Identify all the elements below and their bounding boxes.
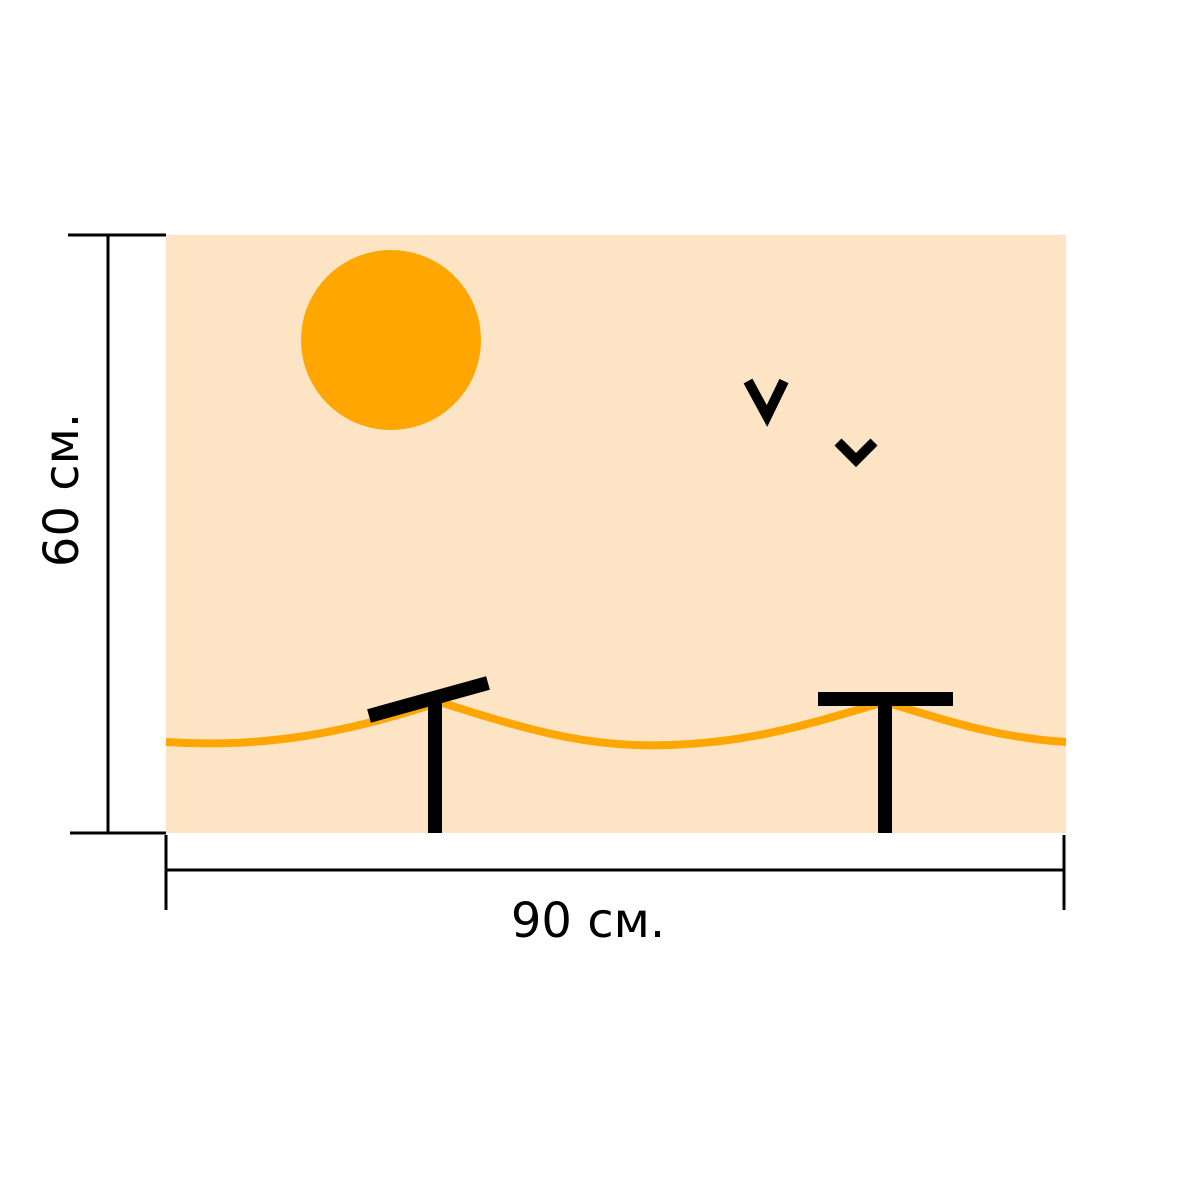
- bird: [834, 438, 878, 468]
- width-label: 90 см.: [511, 893, 665, 949]
- height-label: 60 см.: [34, 413, 90, 567]
- sun: [301, 250, 481, 430]
- bird: [743, 378, 789, 427]
- artwork: [165, 235, 1067, 833]
- rope: [165, 697, 1067, 750]
- dimension-lines: [68, 233, 1066, 910]
- post-top: [367, 676, 490, 723]
